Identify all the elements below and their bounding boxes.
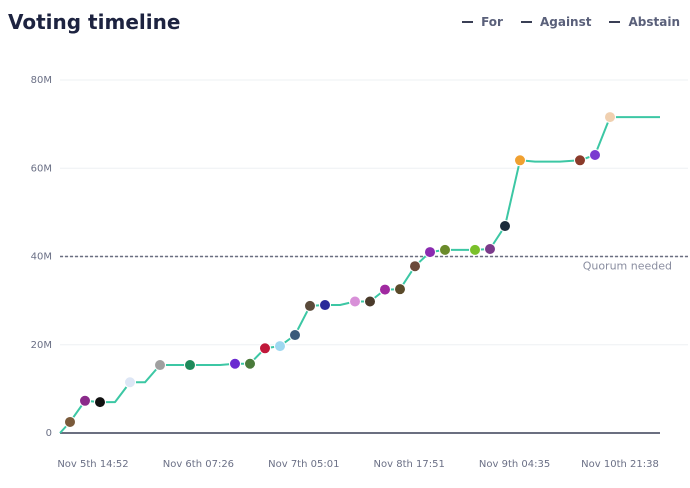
voter-avatar-marker[interactable] <box>484 242 496 255</box>
voter-avatar-marker[interactable] <box>319 299 331 312</box>
x-tick-label: Nov 8th 17:51 <box>374 459 445 470</box>
chart-title: Voting timeline <box>8 10 181 34</box>
voter-avatar-marker[interactable] <box>439 243 451 256</box>
quorum-label: Quorum needed <box>583 260 672 273</box>
voter-avatar-marker[interactable] <box>394 283 406 296</box>
voter-avatar-marker[interactable] <box>304 299 316 312</box>
dash-icon <box>520 21 532 23</box>
y-tick-label: 60M <box>31 163 52 174</box>
x-tick-label: Nov 9th 04:35 <box>479 459 550 470</box>
x-tick-label: Nov 7th 05:01 <box>268 459 339 470</box>
voter-avatar-marker[interactable] <box>604 111 616 124</box>
voter-avatar-marker[interactable] <box>574 154 586 167</box>
legend-label-for: For <box>481 15 503 29</box>
voter-avatar-marker[interactable] <box>469 243 481 256</box>
voter-avatar-marker[interactable] <box>364 295 376 308</box>
voter-avatar-marker[interactable] <box>424 246 436 259</box>
voter-avatar-marker[interactable] <box>229 357 241 370</box>
x-tick-label: Nov 6th 07:26 <box>163 459 234 470</box>
voter-avatar-marker[interactable] <box>154 359 166 372</box>
voter-avatar-marker[interactable] <box>244 357 256 370</box>
voter-avatar-marker[interactable] <box>79 394 91 407</box>
x-tick-label: Nov 5th 14:52 <box>57 459 128 470</box>
voter-avatar-marker[interactable] <box>124 376 136 389</box>
y-tick-label: 0 <box>46 428 52 439</box>
y-tick-label: 40M <box>31 252 52 263</box>
voter-avatar-marker[interactable] <box>409 260 421 273</box>
y-tick-label: 20M <box>31 340 52 351</box>
dash-icon <box>609 21 621 23</box>
voter-avatar-marker[interactable] <box>64 415 76 428</box>
dash-icon <box>462 21 474 23</box>
voter-avatar-marker[interactable] <box>514 154 526 167</box>
voter-avatar-marker[interactable] <box>379 283 391 296</box>
voter-avatar-marker[interactable] <box>499 220 511 233</box>
x-tick-label: Nov 10th 21:38 <box>581 459 659 470</box>
legend-item-for[interactable]: For <box>462 15 503 29</box>
voter-avatar-marker[interactable] <box>274 340 286 353</box>
voter-avatar-marker[interactable] <box>184 359 196 372</box>
legend: For Against Abstain <box>462 15 680 29</box>
voter-avatar-marker[interactable] <box>349 295 361 308</box>
legend-label-against: Against <box>539 15 592 29</box>
y-tick-label: 80M <box>31 75 52 86</box>
series-line-for <box>59 116 660 434</box>
legend-label-abstain: Abstain <box>628 15 680 29</box>
voter-avatar-marker[interactable] <box>94 396 106 409</box>
legend-item-abstain[interactable]: Abstain <box>609 15 680 29</box>
legend-item-against[interactable]: Against <box>520 15 592 29</box>
voter-avatar-marker[interactable] <box>259 342 271 355</box>
voter-avatar-marker[interactable] <box>289 329 301 342</box>
voter-avatar-marker[interactable] <box>589 149 601 162</box>
